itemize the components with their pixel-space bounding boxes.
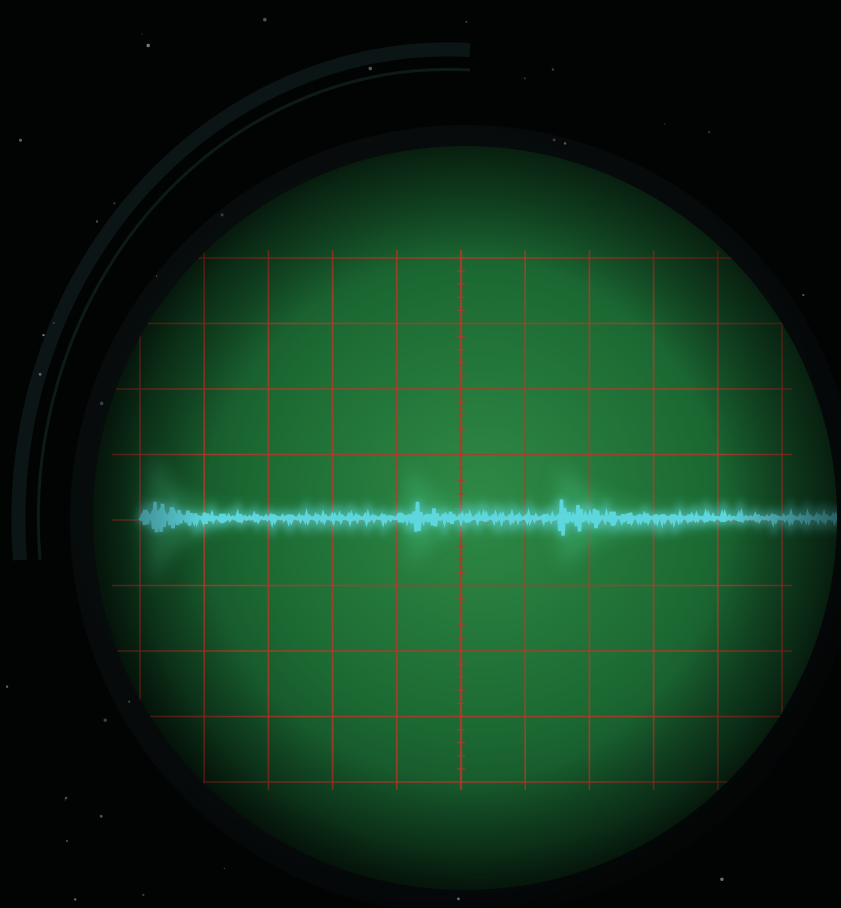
dust-speck bbox=[53, 322, 55, 324]
dust-speck bbox=[64, 799, 66, 801]
screen-vignette bbox=[93, 146, 837, 890]
dust-speck bbox=[368, 66, 373, 71]
dust-speck bbox=[74, 898, 77, 901]
dust-speck bbox=[99, 401, 104, 406]
dust-speck bbox=[551, 68, 555, 71]
dust-specks bbox=[5, 17, 805, 901]
dust-speck bbox=[465, 20, 468, 23]
dust-speck bbox=[552, 138, 556, 142]
dust-speck bbox=[223, 867, 225, 870]
dust-speck bbox=[19, 138, 22, 142]
dust-speck bbox=[664, 123, 666, 125]
dust-speck bbox=[523, 77, 526, 80]
dust-speck bbox=[66, 840, 68, 842]
dust-speck bbox=[720, 877, 724, 882]
dust-speck bbox=[38, 372, 42, 376]
dust-speck bbox=[263, 17, 267, 22]
dust-speck bbox=[708, 131, 711, 134]
dust-speck bbox=[42, 333, 45, 337]
dust-speck bbox=[220, 213, 224, 217]
dust-speck bbox=[64, 796, 68, 800]
dust-speck bbox=[142, 893, 145, 897]
dust-speck bbox=[457, 897, 460, 901]
dust-speck bbox=[128, 700, 131, 703]
dust-speck bbox=[103, 718, 107, 722]
dust-speck bbox=[563, 142, 567, 145]
dust-speck bbox=[141, 33, 143, 35]
dust-speck bbox=[113, 202, 116, 205]
dust-speck bbox=[156, 275, 158, 277]
dust-speck bbox=[95, 220, 99, 223]
dust-speck bbox=[802, 293, 805, 297]
dust-speck bbox=[5, 685, 9, 688]
dust-speck bbox=[146, 43, 150, 48]
dust-speck bbox=[99, 814, 103, 818]
